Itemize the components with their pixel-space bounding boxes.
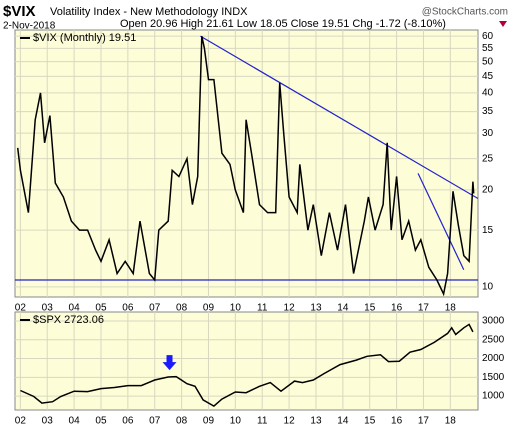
x-tick-label: 07 <box>149 303 161 314</box>
x-tick-label: 09 <box>203 303 215 314</box>
x-tick-label: 11 <box>257 303 268 314</box>
x-tick-label: 07 <box>149 416 161 427</box>
x-tick-label: 15 <box>364 303 376 314</box>
y-tick-label: 60 <box>482 31 494 42</box>
trendline <box>417 173 465 271</box>
x-tick-label: 18 <box>445 416 457 427</box>
y-tick-label: 1000 <box>482 391 505 402</box>
x-tick-label: 03 <box>42 303 54 314</box>
y-tick-label: 1500 <box>482 372 505 383</box>
x-tick-label: 06 <box>122 416 134 427</box>
x-tick-label: 17 <box>418 303 430 314</box>
date: 2-Nov-2018 <box>3 21 56 32</box>
x-tick-label: 02 <box>15 416 27 427</box>
x-tick-label: 02 <box>15 303 27 314</box>
x-tick-label: 10 <box>230 303 242 314</box>
y-tick-label: 30 <box>482 128 494 139</box>
y-tick-label: 15 <box>482 225 494 236</box>
x-tick-label: 08 <box>176 416 188 427</box>
x-tick-label: 14 <box>337 303 349 314</box>
y-tick-label: 3000 <box>482 316 505 327</box>
x-tick-label: 16 <box>391 303 403 314</box>
y-tick-label: 10 <box>482 281 494 292</box>
x-tick-label: 14 <box>337 416 349 427</box>
x-tick-label: 12 <box>284 416 296 427</box>
x-tick-label: 05 <box>95 416 107 427</box>
y-tick-label: 25 <box>482 153 494 164</box>
arrow-marker <box>162 355 177 371</box>
x-tick-label: 03 <box>42 416 54 427</box>
x-tick-label: 06 <box>122 303 134 314</box>
security-name: Volatility Index - New Methodology INDX <box>50 6 248 18</box>
x-tick-label: 10 <box>230 416 242 427</box>
x-tick-label: 12 <box>284 303 296 314</box>
y-tick-label: 2000 <box>482 353 505 364</box>
series-line <box>16 36 475 297</box>
x-tick-label: 08 <box>176 303 188 314</box>
x-tick-label: 15 <box>364 416 376 427</box>
x-tick-label: 18 <box>445 303 457 314</box>
x-tick-label: 13 <box>310 416 322 427</box>
y-tick-label: 35 <box>482 106 494 117</box>
quote: Open 20.96 High 21.61 Low 18.05 Close 19… <box>120 18 446 30</box>
y-tick-label: 2500 <box>482 334 505 345</box>
y-tick-label: 40 <box>482 88 494 99</box>
trendline <box>200 35 478 200</box>
legend-label: $SPX 2723.06 <box>33 314 104 326</box>
x-tick-label: 17 <box>418 416 430 427</box>
down-indicator <box>499 21 507 27</box>
x-tick-label: 13 <box>310 303 322 314</box>
x-tick-label: 04 <box>69 303 81 314</box>
source: @StockCharts.com <box>422 7 508 18</box>
y-tick-label: 50 <box>482 56 494 67</box>
y-tick-label: 20 <box>482 185 494 196</box>
legend-label: $VIX (Monthly) 19.51 <box>33 32 136 44</box>
symbol: $VIX <box>3 3 36 20</box>
plot-area <box>14 311 479 411</box>
x-tick-label: 11 <box>257 416 268 427</box>
x-tick-label: 09 <box>203 416 215 427</box>
y-tick-label: 55 <box>482 43 494 54</box>
x-tick-label: 05 <box>95 303 107 314</box>
x-tick-label: 16 <box>391 416 403 427</box>
x-tick-label: 04 <box>69 416 81 427</box>
series-line <box>20 323 474 408</box>
plot-area <box>14 29 479 298</box>
y-tick-label: 45 <box>482 71 494 82</box>
